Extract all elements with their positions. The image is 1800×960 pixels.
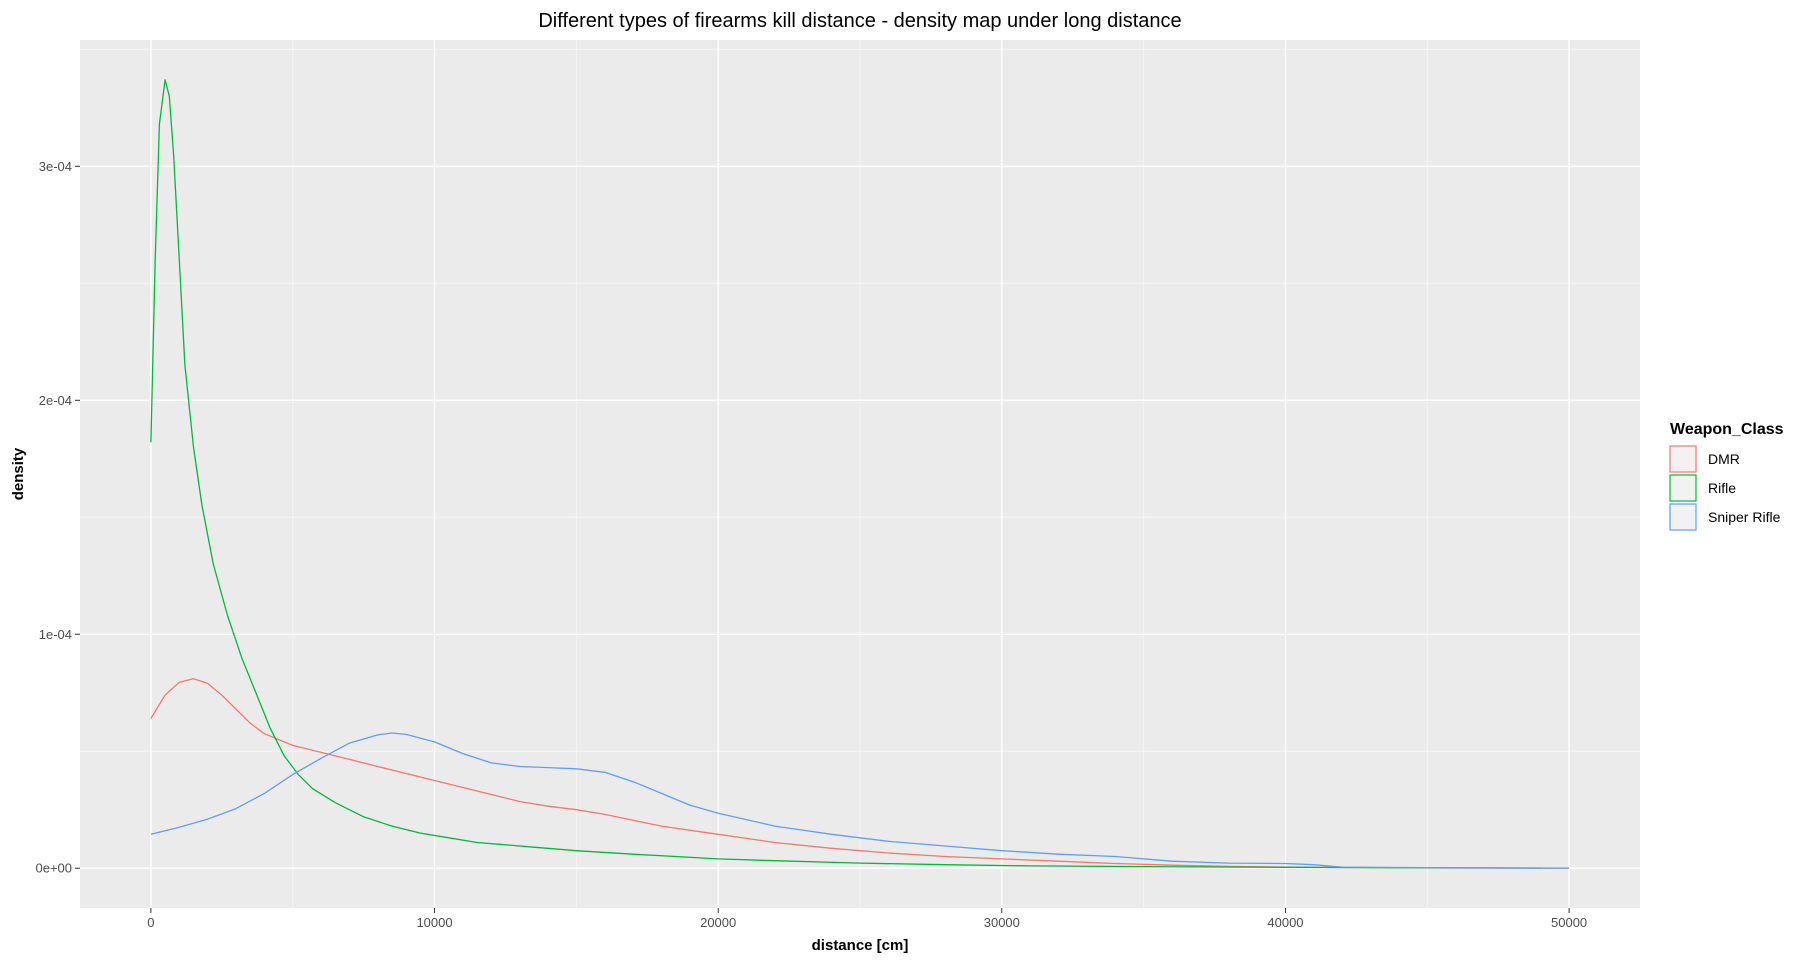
legend-key-dmr bbox=[1669, 445, 1697, 473]
legend-label-dmr: DMR bbox=[1708, 451, 1740, 467]
x-tick-label: 30000 bbox=[984, 915, 1020, 930]
minor-gridlines bbox=[80, 40, 1640, 908]
legend-key-rifle bbox=[1669, 474, 1697, 502]
x-axis: 0 10000 20000 30000 40000 50000 bbox=[147, 908, 1587, 930]
x-tick-label: 50000 bbox=[1551, 915, 1587, 930]
legend-label-sniper-rifle: Sniper Rifle bbox=[1708, 509, 1781, 525]
major-gridlines bbox=[80, 40, 1640, 908]
series-line-dmr bbox=[150, 678, 1570, 869]
series-line-sniper-rifle bbox=[150, 732, 1570, 869]
y-tick-label: 0e+00 bbox=[35, 861, 72, 876]
legend: Weapon_Class DMR Rifle Sniper Rifle bbox=[1669, 421, 1784, 531]
x-tick-label: 0 bbox=[147, 915, 154, 930]
legend-label-rifle: Rifle bbox=[1708, 480, 1736, 496]
series-lines bbox=[150, 79, 1570, 869]
x-tick-label: 40000 bbox=[1267, 915, 1303, 930]
y-axis-title: density bbox=[10, 447, 27, 500]
y-axis: 0e+00 1e-04 2e-04 3e-04 bbox=[35, 159, 80, 876]
legend-key-sniper-rifle bbox=[1669, 503, 1697, 531]
y-tick-label: 2e-04 bbox=[39, 393, 72, 408]
y-tick-label: 3e-04 bbox=[39, 159, 72, 174]
y-tick-label: 1e-04 bbox=[39, 627, 72, 642]
x-tick-label: 10000 bbox=[416, 915, 452, 930]
x-axis-title: distance [cm] bbox=[812, 937, 909, 954]
legend-title: Weapon_Class bbox=[1670, 421, 1784, 438]
chart-title: Different types of firearms kill distanc… bbox=[538, 10, 1181, 32]
x-tick-label: 20000 bbox=[700, 915, 736, 930]
series-line-rifle bbox=[150, 79, 1541, 869]
